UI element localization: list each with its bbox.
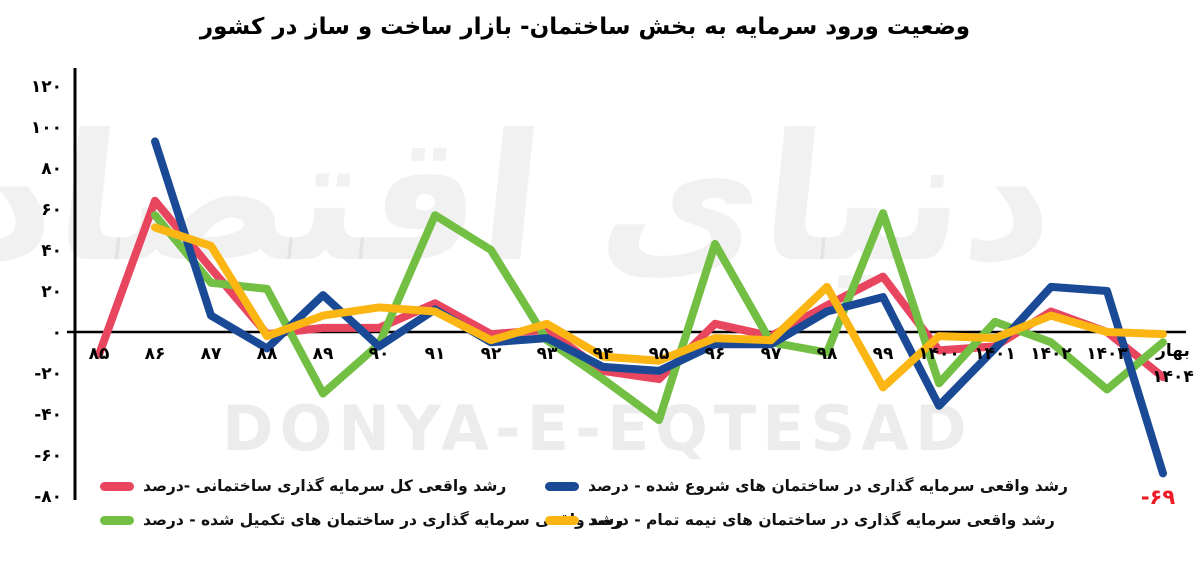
y-tick-label: -۶۰ <box>34 446 62 466</box>
legend-swatch <box>545 481 579 491</box>
y-tick-label: ۱۰۰ <box>31 118 62 138</box>
x-tick-label: ۱۴۰۱ <box>974 344 1016 364</box>
x-tick-label: ۸۸ <box>257 344 278 364</box>
legend-label: رشد واقعی سرمایه گذاری در ساختمان های شر… <box>588 477 1068 495</box>
x-tick-label: ۹۶ <box>705 344 726 364</box>
legend-swatch <box>545 515 579 525</box>
x-tick-label: ۸۹ <box>313 344 334 364</box>
x-tick-label: ۹۷ <box>761 344 782 364</box>
x-tick-label: بهار ۱۴۰۴ <box>1152 341 1194 387</box>
x-tick-label: ۸۶ <box>145 344 166 364</box>
legend-item-2: رشد واقعی سرمایه گذاری در ساختمان های تک… <box>100 511 623 529</box>
legend-label: رشد واقعی سرمایه گذاری در ساختمان های نی… <box>588 511 1055 529</box>
x-tick-label: ۹۱ <box>425 344 446 364</box>
y-tick-label: ۱۲۰ <box>31 77 62 97</box>
x-tick-label: ۱۴۰۲ <box>1030 344 1072 364</box>
legend-item-0: رشد واقعی کل سرمایه گذاری ساختمانی -درصد <box>100 477 506 495</box>
y-tick-label: -۴۰ <box>34 405 62 425</box>
x-axis-tick-labels: ۸۵ ۸۶ ۸۷ ۸۸ ۸۹ ۹۰ ۹۱ ۹۲ ۹۳ ۹۴ ۹۵ ۹۶ ۹۷ ۹۸ ۹۹ ۱۴۰۰ ۱۴۰۱ ۱۴… <box>89 341 1194 387</box>
x-tick-label: ۹۸ <box>817 344 838 364</box>
legend-item-3: رشد واقعی سرمایه گذاری در ساختمان های نی… <box>545 511 1055 529</box>
y-tick-label: ۲۰ <box>41 282 62 302</box>
y-tick-label: ۸۰ <box>41 159 62 179</box>
min-value-annotation: -۶۹ <box>1141 485 1176 509</box>
legend-swatch <box>100 515 134 525</box>
y-tick-label: ۶۰ <box>41 200 62 220</box>
y-tick-label: -۲۰ <box>34 364 62 384</box>
x-tick-label: ۹۴ <box>593 344 614 364</box>
x-tick-label: ۹۳ <box>537 344 558 364</box>
y-tick-label: -۸۰ <box>34 487 62 507</box>
series-line-2 <box>151 209 1167 425</box>
legend-label: رشد واقعی سرمایه گذاری در ساختمان های تک… <box>143 511 624 529</box>
x-tick-label: ۹۵ <box>649 344 670 364</box>
x-tick-label: ۸۷ <box>201 344 222 364</box>
y-axis-tick-labels: ۱۲۰ ۱۰۰ ۸۰ ۶۰ ۴۰ ۲۰ ۰ -۲۰ -۴۰ -۶۰ -۸۰ <box>31 77 62 507</box>
series-lines <box>95 137 1167 478</box>
legend-item-1: رشد واقعی سرمایه گذاری در ساختمان های شر… <box>545 477 1068 495</box>
chart-title: وضعیت ورود سرمایه به بخش ساختمان- بازار … <box>199 14 971 40</box>
x-tick-label: ۹۲ <box>481 344 502 364</box>
x-tick-label: ۸۵ <box>89 344 110 364</box>
y-tick-label: ۰ <box>52 323 62 343</box>
legend-label: رشد واقعی کل سرمایه گذاری ساختمانی -درصد <box>143 477 507 495</box>
y-tick-label: ۴۰ <box>41 241 62 261</box>
x-tick-label: ۹۰ <box>369 344 390 364</box>
x-tick-label: ۱۴۰۰ <box>918 344 960 364</box>
x-tick-label: ۱۴۰۳ <box>1086 344 1128 364</box>
series-line-3 <box>151 223 1167 392</box>
legend-swatch <box>100 481 134 491</box>
series-line-1 <box>151 137 1167 478</box>
x-tick-label: ۹۹ <box>873 344 894 364</box>
